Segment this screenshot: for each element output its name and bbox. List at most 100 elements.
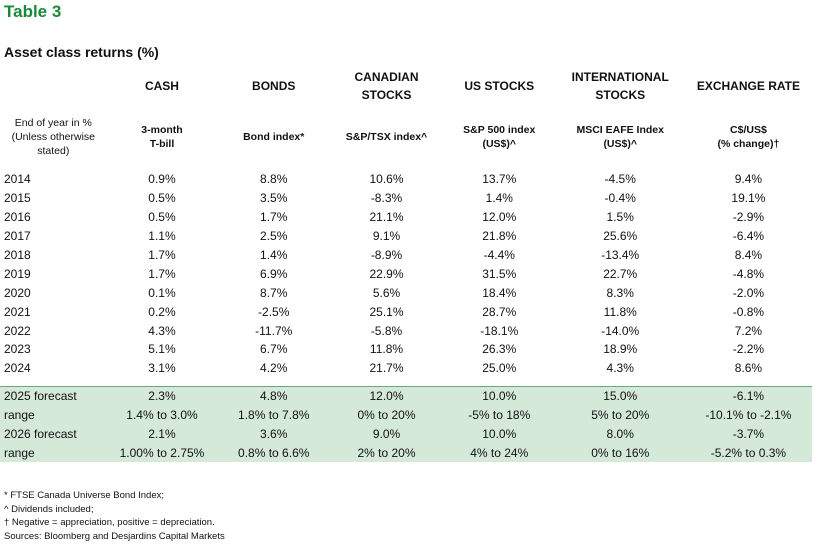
column-subheader: C$/US$ (% change)†: [717, 124, 780, 150]
table-cell: 10.0%: [442, 385, 556, 406]
table-cell: -5% to 18%: [442, 405, 556, 425]
table-cell: -4.4%: [483, 248, 515, 262]
table-cell: 21.8%: [482, 229, 517, 244]
table-cell: -14.0%: [601, 323, 640, 338]
table-cell: 1.7%: [148, 266, 176, 281]
table-cell: 10.0%: [442, 424, 556, 444]
table-cell: -2.0%: [732, 285, 765, 300]
table-cell: 1.7%: [260, 210, 288, 225]
table-cell: 1.7%: [148, 248, 176, 262]
table-row: 2021 0.2% -2.5% 25.1% 28.7% 11.8% -0.8%: [0, 302, 812, 321]
spacer-cell: [0, 378, 812, 387]
table-cell: 5% to 20%: [555, 405, 685, 425]
row-label-header: End of year in % (Unless otherwise stated): [11, 117, 96, 157]
table-cell: 11.8%: [369, 342, 404, 357]
table-cell: 12.0%: [482, 210, 517, 225]
table-row: 2017 1.1% 2.5% 9.1% 21.8% 25.6% -6.4%: [0, 227, 812, 246]
table-row: 2014 0.9% 8.8% 10.6% 13.7% -4.5% 9.4%: [0, 170, 812, 189]
table-cell: -0.8%: [732, 304, 765, 319]
row-label: 2015: [4, 191, 31, 206]
table-cell: 6.7%: [260, 342, 288, 357]
footnote: † Negative = appreciation, positive = de…: [4, 517, 215, 529]
table-cell: 1.5%: [606, 210, 634, 225]
table-row: 2024 3.1% 4.2% 21.7% 25.0% 4.3% 8.6%: [0, 359, 812, 378]
footnote: ^ Dividends included;: [4, 503, 94, 515]
column-header: BONDS: [252, 79, 296, 93]
table-cell: 21.7%: [369, 361, 404, 376]
column-header-row: CASH BONDS CANADIAN STOCKS US STOCKS INTE…: [0, 68, 812, 104]
row-label: 2022: [4, 323, 31, 338]
row-label: 2017: [4, 229, 31, 244]
table-cell: 0% to 16%: [555, 443, 685, 463]
table-cell: 10.6%: [369, 172, 404, 187]
table-cell: 4.3%: [606, 361, 634, 376]
table-cell: -5.8%: [370, 323, 403, 338]
table-cell: 3.5%: [260, 191, 288, 206]
table-cell: 8.4%: [734, 248, 763, 262]
table-cell: 2.3%: [106, 385, 218, 406]
table-row: 2023 5.1% 6.7% 11.8% 26.3% 18.9% -2.2%: [0, 340, 812, 359]
table-cell: 1.1%: [148, 229, 176, 244]
table-cell: 25.0%: [482, 361, 517, 376]
table-cell: 12.0%: [330, 385, 443, 406]
table-cell: 28.7%: [482, 304, 517, 319]
table-cell: 3.6%: [217, 424, 331, 444]
column-subheader: S&P 500 index (US$)^: [463, 124, 536, 150]
column-header: EXCHANGE RATE: [696, 79, 800, 93]
column-header: INTERNATIONAL STOCKS: [571, 70, 669, 102]
table-cell: 31.5%: [482, 266, 517, 281]
table-cell: 26.3%: [482, 342, 517, 357]
column-header: CANADIAN STOCKS: [354, 70, 419, 102]
table-cell: -10.1% to -2.1%: [684, 405, 812, 425]
table-cell: -6.4%: [732, 229, 765, 244]
table-cell: -4.5%: [604, 172, 636, 187]
row-label: 2025 forecast: [0, 385, 107, 406]
table-cell: 8.6%: [734, 361, 763, 376]
table-cell: -6.1%: [684, 385, 812, 406]
row-label: 2014: [4, 172, 31, 187]
table-cell: 2.1%: [106, 424, 218, 444]
table-cell: -3.7%: [684, 424, 812, 444]
table-cell: 19.1%: [731, 191, 766, 206]
table-cell: 22.7%: [603, 266, 638, 281]
row-label: 2019: [4, 266, 31, 281]
forecast-row: range 1.4% to 3.0% 1.8% to 7.8% 0% to 20% -5…: [0, 405, 812, 425]
table-cell: -13.4%: [601, 248, 640, 262]
footnote: * FTSE Canada Universe Bond Index;: [4, 490, 165, 501]
row-label: 2023: [4, 342, 31, 357]
table-cell: 21.1%: [369, 210, 404, 225]
table-cell: 1.4%: [485, 191, 513, 206]
table-cell: 8.7%: [260, 285, 288, 300]
table-title: Table 3: [4, 2, 62, 21]
table-cell: -2.2%: [732, 342, 765, 357]
row-label: range: [0, 405, 107, 425]
section-spacer: [0, 378, 812, 387]
table-cell: -0.4%: [604, 191, 636, 206]
column-subheader: Bond index*: [243, 131, 305, 143]
column-header: US STOCKS: [464, 79, 535, 93]
table-cell: 1.8% to 7.8%: [217, 405, 331, 425]
footnote: Sources: Bloomberg and Desjardins Capita…: [4, 530, 225, 542]
row-label: range: [0, 443, 107, 463]
table-cell: 8.0%: [555, 424, 685, 444]
row-label: 2018: [4, 248, 31, 262]
row-label: 2020: [4, 285, 31, 300]
asset-returns-table: CASH BONDS CANADIAN STOCKS US STOCKS INTE…: [0, 68, 812, 463]
table-cell: 9.4%: [734, 172, 763, 187]
row-label: 2024: [4, 361, 31, 376]
table-row: 2016 0.5% 1.7% 21.1% 12.0% 1.5% -2.9%: [0, 208, 812, 227]
column-subheader: 3-month T-bill: [141, 124, 183, 150]
table-cell: 2.5%: [260, 229, 288, 244]
table-cell: 9.0%: [330, 424, 443, 444]
table-cell: 9.1%: [372, 229, 401, 244]
table-row: 2018 1.7% 1.4% -8.9% -4.4% -13.4% 8.4%: [0, 246, 812, 265]
row-label: 2021: [4, 304, 31, 319]
table-cell: 25.6%: [603, 229, 638, 244]
table-cell: 7.2%: [734, 323, 763, 338]
table-cell: -5.2% to 0.3%: [684, 443, 812, 463]
table-cell: -2.9%: [732, 210, 765, 225]
table-cell: 0.5%: [148, 210, 176, 225]
table-cell: -8.9%: [370, 248, 403, 262]
forecast-row: 2026 forecast 2.1% 3.6% 9.0% 10.0% 8.0% -3.7%: [0, 424, 812, 444]
corner-cell: [0, 68, 107, 104]
